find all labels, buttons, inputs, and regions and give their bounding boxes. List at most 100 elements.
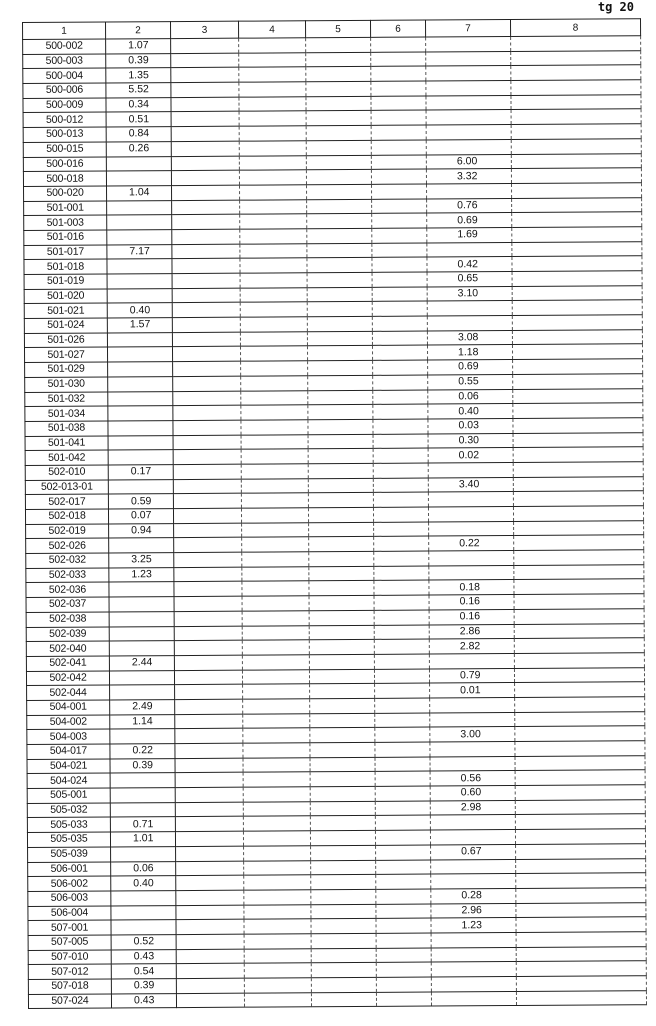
item-code: 502-040 [26, 641, 110, 657]
item-code: 501-016 [23, 229, 107, 246]
column-2-value: 0.71 [110, 817, 176, 833]
empty-cell [372, 286, 428, 302]
empty-cell [374, 756, 431, 772]
empty-cell [240, 302, 308, 318]
column-2-value: 2.49 [109, 699, 175, 715]
column-2-value: 1.07 [105, 38, 171, 54]
empty-cell [242, 639, 310, 656]
column-2-value [106, 214, 172, 230]
column-header-3: 3 [170, 21, 239, 39]
empty-cell [375, 800, 431, 816]
empty-cell [172, 287, 241, 303]
column-7-value [429, 697, 515, 713]
column-7-value [425, 80, 511, 96]
empty-cell [243, 889, 311, 905]
empty-cell [241, 522, 309, 538]
empty-cell [175, 890, 244, 906]
column-header-1: 1 [22, 21, 106, 40]
item-code: 504-021 [27, 758, 111, 774]
empty-cell [171, 185, 240, 201]
item-code: 507-012 [28, 964, 112, 980]
column-2-value [107, 391, 173, 407]
empty-cell [515, 858, 646, 874]
empty-cell [516, 975, 647, 992]
item-code: 506-004 [27, 905, 111, 921]
empty-cell [174, 655, 243, 671]
column-7-value: 0.02 [428, 447, 514, 463]
empty-cell [374, 624, 430, 640]
empty-cell [513, 476, 644, 492]
empty-cell [172, 317, 241, 333]
empty-cell [241, 581, 310, 597]
empty-cell [308, 507, 374, 523]
empty-cell [511, 167, 642, 184]
empty-cell [310, 859, 376, 875]
empty-cell [373, 551, 429, 567]
empty-cell [170, 96, 240, 113]
column-2-value [107, 273, 173, 289]
item-code: 502-039 [26, 626, 110, 642]
empty-cell [308, 477, 374, 494]
column-2-value [106, 156, 172, 172]
item-code: 506-003 [27, 890, 111, 907]
empty-cell [175, 831, 244, 847]
empty-cell [512, 329, 643, 345]
empty-cell [240, 316, 308, 332]
empty-cell [241, 493, 309, 509]
column-2-value: 1.23 [108, 567, 174, 583]
empty-cell [174, 699, 243, 715]
empty-cell [171, 170, 240, 186]
empty-cell [513, 520, 644, 536]
empty-cell [309, 624, 375, 640]
empty-cell [240, 272, 308, 288]
empty-cell [513, 461, 644, 478]
empty-cell [243, 772, 311, 788]
empty-cell [308, 566, 374, 582]
empty-cell [175, 757, 244, 773]
column-7-value: 0.28 [430, 888, 516, 904]
empty-cell [511, 241, 642, 257]
empty-cell [511, 226, 642, 243]
empty-cell [243, 919, 312, 935]
column-2-value: 0.54 [111, 963, 177, 979]
empty-cell [309, 668, 375, 685]
column-2-value [109, 626, 175, 642]
empty-cell [309, 595, 375, 611]
empty-cell [511, 211, 642, 228]
empty-cell [306, 242, 372, 259]
empty-cell [516, 990, 647, 1006]
empty-cell [516, 931, 647, 948]
item-code: 502-036 [25, 582, 110, 598]
empty-cell [241, 551, 309, 567]
empty-cell [242, 684, 310, 700]
item-code: 500-012 [23, 112, 107, 128]
empty-cell [310, 889, 376, 905]
empty-cell [373, 492, 429, 508]
empty-cell [172, 420, 242, 436]
empty-cell [173, 478, 242, 494]
column-2-value: 0.22 [109, 743, 176, 759]
column-2-value: 0.94 [108, 523, 174, 539]
column-2-value: 7.17 [106, 244, 172, 260]
item-code: 500-018 [23, 171, 107, 187]
column-7-value [425, 95, 512, 111]
empty-cell [370, 66, 426, 82]
empty-cell [243, 816, 311, 832]
column-header-4: 4 [238, 20, 306, 39]
column-7-value: 2.98 [430, 800, 516, 816]
empty-cell [175, 860, 244, 876]
empty-cell [307, 331, 373, 347]
empty-cell [243, 845, 311, 861]
item-code: 501-030 [24, 376, 108, 392]
column-7-value: 0.01 [429, 682, 515, 698]
empty-cell [173, 434, 242, 450]
empty-cell [306, 257, 373, 273]
empty-cell [306, 228, 372, 244]
column-2-value: 3.25 [108, 552, 174, 568]
empty-cell [243, 786, 311, 802]
empty-cell [514, 608, 645, 625]
item-code: 504-024 [27, 773, 111, 789]
page-reference: tg 20 [597, 0, 634, 14]
column-2-value: 0.39 [111, 978, 177, 994]
column-7-value [425, 65, 511, 82]
